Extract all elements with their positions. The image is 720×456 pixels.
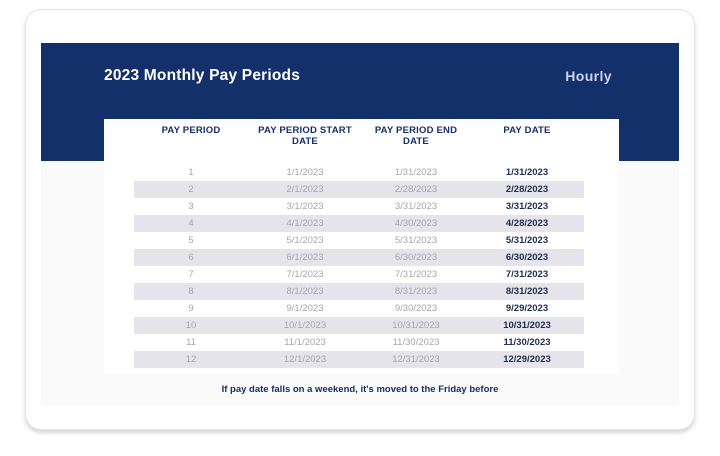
pay-date-cell: 6/30/2023 (470, 249, 584, 266)
pay-period-cell: 7 (188, 269, 194, 280)
start-date-cell: 3/1/2023 (286, 201, 324, 212)
pay-period-cell: 10 (134, 317, 248, 334)
row-pad (584, 351, 619, 368)
start-date-cell: 6/1/2023 (248, 249, 362, 266)
table-row: 8 8/1/2023 8/31/2023 8/31/2023 (104, 283, 619, 300)
pay-date-cell: 4/28/2023 (470, 215, 584, 232)
weekend-footnote: If pay date falls on a weekend, it's mov… (221, 384, 499, 395)
row-pad (104, 215, 134, 232)
row-pad (104, 198, 134, 215)
row-pad (104, 300, 134, 317)
table-row: 1 1/1/2023 1/31/2023 1/31/2023 (104, 164, 619, 181)
pay-period-cell: 8 (134, 283, 248, 300)
row-pad (584, 266, 619, 283)
table-row: 4 4/1/2023 4/30/2023 4/28/2023 (104, 215, 619, 232)
row-pad (104, 266, 134, 283)
table-body: 1 1/1/2023 1/31/2023 1/31/2023 2 2/1/202… (104, 164, 619, 368)
row-pad (104, 334, 134, 351)
pay-period-cell: 5 (188, 235, 194, 246)
table-row: 2 2/1/2023 2/28/2023 2/28/2023 (104, 181, 619, 198)
pay-date-cell: 5/31/2023 (505, 235, 549, 246)
pay-date-cell: 1/31/2023 (505, 167, 549, 178)
start-date-cell: 5/1/2023 (286, 235, 324, 246)
table-row: 3 3/1/2023 3/31/2023 3/31/2023 (104, 198, 619, 215)
start-date-cell: 10/1/2023 (248, 317, 362, 334)
row-pad (584, 317, 619, 334)
start-date-cell: 7/1/2023 (286, 269, 324, 280)
start-date-cell: 8/1/2023 (248, 283, 362, 300)
row-pad (104, 232, 134, 249)
pay-date-cell: 10/31/2023 (470, 317, 584, 334)
row-pad (584, 198, 619, 215)
pay-period-cell: 6 (134, 249, 248, 266)
column-header-start-date: PAY PERIOD START DATE (258, 125, 352, 147)
start-date-cell: 4/1/2023 (248, 215, 362, 232)
pay-periods-table: PAY PERIOD PAY PERIOD START DATE PAY PER… (104, 119, 619, 374)
table-row: 7 7/1/2023 7/31/2023 7/31/2023 (104, 266, 619, 283)
table-row: 10 10/1/2023 10/31/2023 10/31/2023 (104, 317, 619, 334)
header-pad (104, 119, 134, 164)
pay-date-cell: 7/31/2023 (505, 269, 549, 280)
row-pad (584, 334, 619, 351)
end-date-cell: 2/28/2023 (362, 181, 470, 198)
pay-period-cell: 2 (134, 181, 248, 198)
row-pad (584, 215, 619, 232)
pay-periods-card: 2023 Monthly Pay Periods Hourly PAY PERI… (25, 9, 695, 430)
row-pad (584, 249, 619, 266)
end-date-cell: 12/31/2023 (362, 351, 470, 368)
start-date-cell: 1/1/2023 (286, 167, 324, 178)
pay-period-cell: 11 (186, 337, 196, 348)
table-row: 9 9/1/2023 9/30/2023 9/29/2023 (104, 300, 619, 317)
pay-period-cell: 1 (188, 167, 194, 178)
pay-period-cell: 12 (134, 351, 248, 368)
start-date-cell: 2/1/2023 (248, 181, 362, 198)
start-date-cell: 11/1/2023 (284, 337, 326, 348)
column-header-pay-date: PAY DATE (503, 125, 551, 136)
pay-date-cell: 3/31/2023 (505, 201, 549, 212)
row-pad (104, 249, 134, 266)
pay-period-cell: 4 (134, 215, 248, 232)
table-row: 12 12/1/2023 12/31/2023 12/29/2023 (104, 351, 619, 368)
table-header: PAY PERIOD PAY PERIOD START DATE PAY PER… (104, 119, 619, 164)
row-pad (104, 164, 134, 181)
pay-date-cell: 12/29/2023 (470, 351, 584, 368)
row-pad (584, 164, 619, 181)
end-date-cell: 7/31/2023 (394, 269, 438, 280)
row-pad (584, 300, 619, 317)
pay-period-cell: 3 (188, 201, 194, 212)
end-date-cell: 10/31/2023 (362, 317, 470, 334)
end-date-cell: 9/30/2023 (394, 303, 438, 314)
end-date-cell: 3/31/2023 (394, 201, 438, 212)
end-date-cell: 8/31/2023 (362, 283, 470, 300)
row-pad (584, 181, 619, 198)
row-pad (104, 317, 134, 334)
pay-date-cell: 11/30/2023 (503, 337, 551, 348)
table-row: 11 11/1/2023 11/30/2023 11/30/2023 (104, 334, 619, 351)
column-header-pay-period: PAY PERIOD (161, 125, 221, 136)
view-label-hourly: Hourly (565, 68, 612, 84)
pay-period-cell: 9 (188, 303, 194, 314)
column-header-end-date: PAY PERIOD END DATE (374, 125, 458, 147)
end-date-cell: 5/31/2023 (394, 235, 438, 246)
end-date-cell: 6/30/2023 (362, 249, 470, 266)
row-pad (104, 283, 134, 300)
pay-date-cell: 8/31/2023 (470, 283, 584, 300)
row-pad (584, 232, 619, 249)
row-pad (104, 181, 134, 198)
header-pad (584, 119, 619, 164)
end-date-cell: 11/30/2023 (392, 337, 440, 348)
table-row: 5 5/1/2023 5/31/2023 5/31/2023 (104, 232, 619, 249)
table-row: 6 6/1/2023 6/30/2023 6/30/2023 (104, 249, 619, 266)
pay-date-cell: 2/28/2023 (470, 181, 584, 198)
row-pad (104, 351, 134, 368)
end-date-cell: 1/31/2023 (394, 167, 438, 178)
start-date-cell: 9/1/2023 (286, 303, 324, 314)
end-date-cell: 4/30/2023 (362, 215, 470, 232)
page-title: 2023 Monthly Pay Periods (104, 67, 301, 84)
row-pad (584, 283, 619, 300)
pay-date-cell: 9/29/2023 (505, 303, 549, 314)
start-date-cell: 12/1/2023 (248, 351, 362, 368)
